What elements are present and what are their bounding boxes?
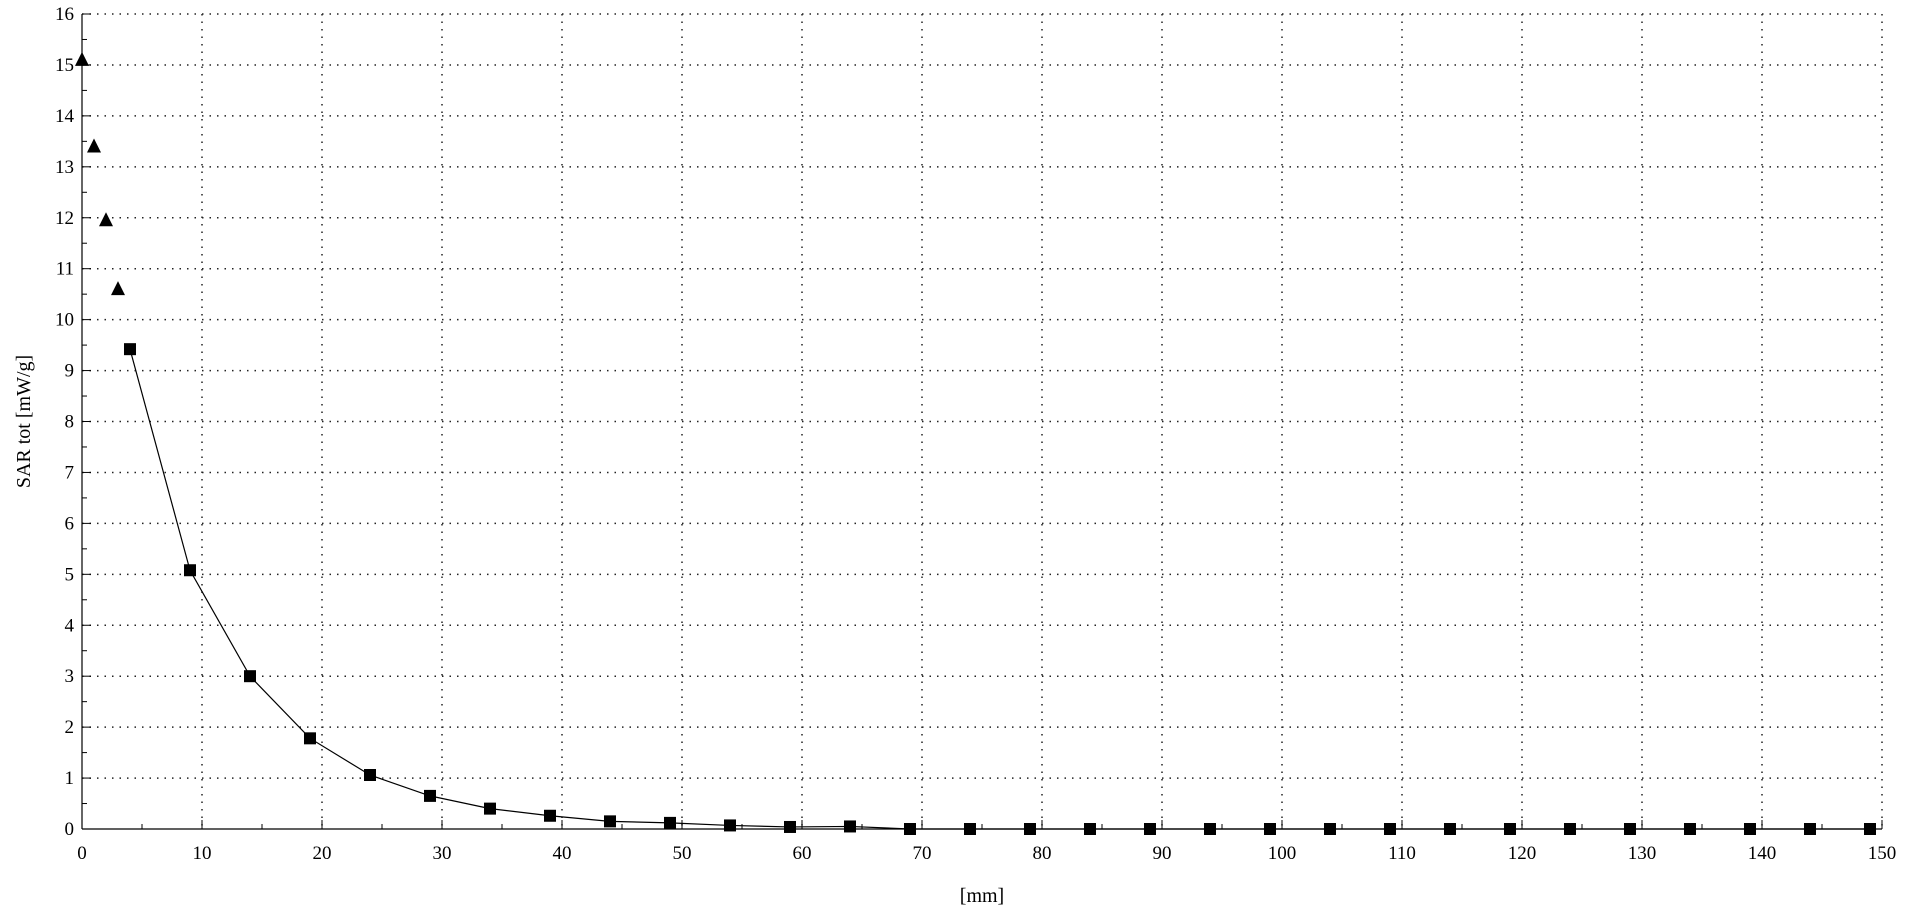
x-tick-label: 140	[1748, 843, 1777, 864]
y-tick-label: 0	[65, 819, 75, 840]
y-tick-label: 11	[56, 259, 74, 280]
square-marker	[664, 816, 676, 829]
series-1	[75, 51, 125, 296]
y-tick-label: 2	[65, 717, 75, 738]
square-marker	[1504, 823, 1516, 835]
y-tick-label: 3	[65, 666, 75, 687]
y-tick-label: 13	[55, 157, 74, 178]
square-marker	[1324, 823, 1336, 835]
x-tick-label: 90	[1153, 843, 1172, 864]
x-tick-label: 0	[77, 843, 87, 864]
square-marker	[784, 820, 796, 833]
square-marker	[124, 343, 136, 356]
square-marker	[1864, 823, 1876, 835]
square-marker	[724, 819, 736, 832]
x-tick-label: 70	[913, 843, 932, 864]
square-marker	[1384, 823, 1396, 835]
square-marker	[604, 815, 616, 828]
y-axis-label: SAR tot [mW/g]	[13, 355, 35, 488]
x-tick-label: 110	[1388, 843, 1416, 864]
square-marker	[844, 820, 856, 833]
x-tick-label: 30	[433, 843, 452, 864]
x-tick-label: 100	[1268, 843, 1297, 864]
square-marker	[1264, 823, 1276, 835]
grid	[82, 13, 1883, 829]
square-marker	[184, 564, 196, 577]
x-tick-label: 130	[1628, 843, 1657, 864]
square-marker	[1684, 823, 1696, 835]
y-tick-label: 16	[55, 4, 74, 25]
square-marker	[1624, 823, 1636, 835]
y-tick-label: 5	[65, 564, 75, 585]
x-tick-label: 10	[193, 843, 212, 864]
triangle-marker	[75, 51, 89, 66]
x-tick-label: 80	[1033, 843, 1052, 864]
y-tick-label: 7	[65, 462, 75, 483]
square-marker	[904, 823, 916, 835]
square-marker	[1144, 823, 1156, 835]
y-tick-label: 8	[65, 412, 75, 433]
y-tick-label: 4	[65, 615, 75, 636]
square-marker	[1564, 823, 1576, 835]
square-marker	[964, 823, 976, 835]
tick-labels: 0 10 20 30 40 50 60 70 80 90 100 110 120 130 140 150012…	[55, 4, 1896, 864]
y-tick-label: 15	[55, 55, 74, 76]
y-tick-label: 10	[55, 310, 74, 331]
y-tick-label: 14	[55, 106, 75, 127]
x-tick-label: 150	[1868, 843, 1897, 864]
square-marker	[1204, 823, 1216, 835]
y-tick-label: 6	[65, 513, 75, 534]
x-tick-label: 120	[1508, 843, 1537, 864]
data-series	[75, 51, 1876, 835]
series-line	[129, 349, 1870, 830]
triangle-marker	[99, 212, 113, 227]
square-marker	[1444, 823, 1456, 835]
x-tick-label: 20	[313, 843, 332, 864]
x-tick-label: 40	[553, 843, 572, 864]
x-tick-label: 60	[793, 843, 812, 864]
square-marker	[424, 789, 436, 802]
square-marker	[304, 732, 316, 745]
square-marker	[484, 802, 496, 815]
y-tick-label: 9	[65, 361, 75, 382]
y-tick-label: 1	[65, 768, 75, 789]
x-axis-label: [mm]	[960, 885, 1004, 907]
triangle-marker	[87, 138, 101, 153]
square-marker	[244, 670, 256, 683]
x-tick-label: 50	[673, 843, 692, 864]
square-marker	[364, 769, 376, 782]
square-marker	[1804, 823, 1816, 835]
series-2	[124, 343, 1876, 835]
square-marker	[1084, 823, 1096, 835]
triangle-marker	[111, 281, 125, 296]
square-marker	[1024, 823, 1036, 835]
square-marker	[1744, 823, 1756, 835]
square-marker	[544, 809, 556, 822]
y-tick-label: 12	[55, 208, 74, 229]
